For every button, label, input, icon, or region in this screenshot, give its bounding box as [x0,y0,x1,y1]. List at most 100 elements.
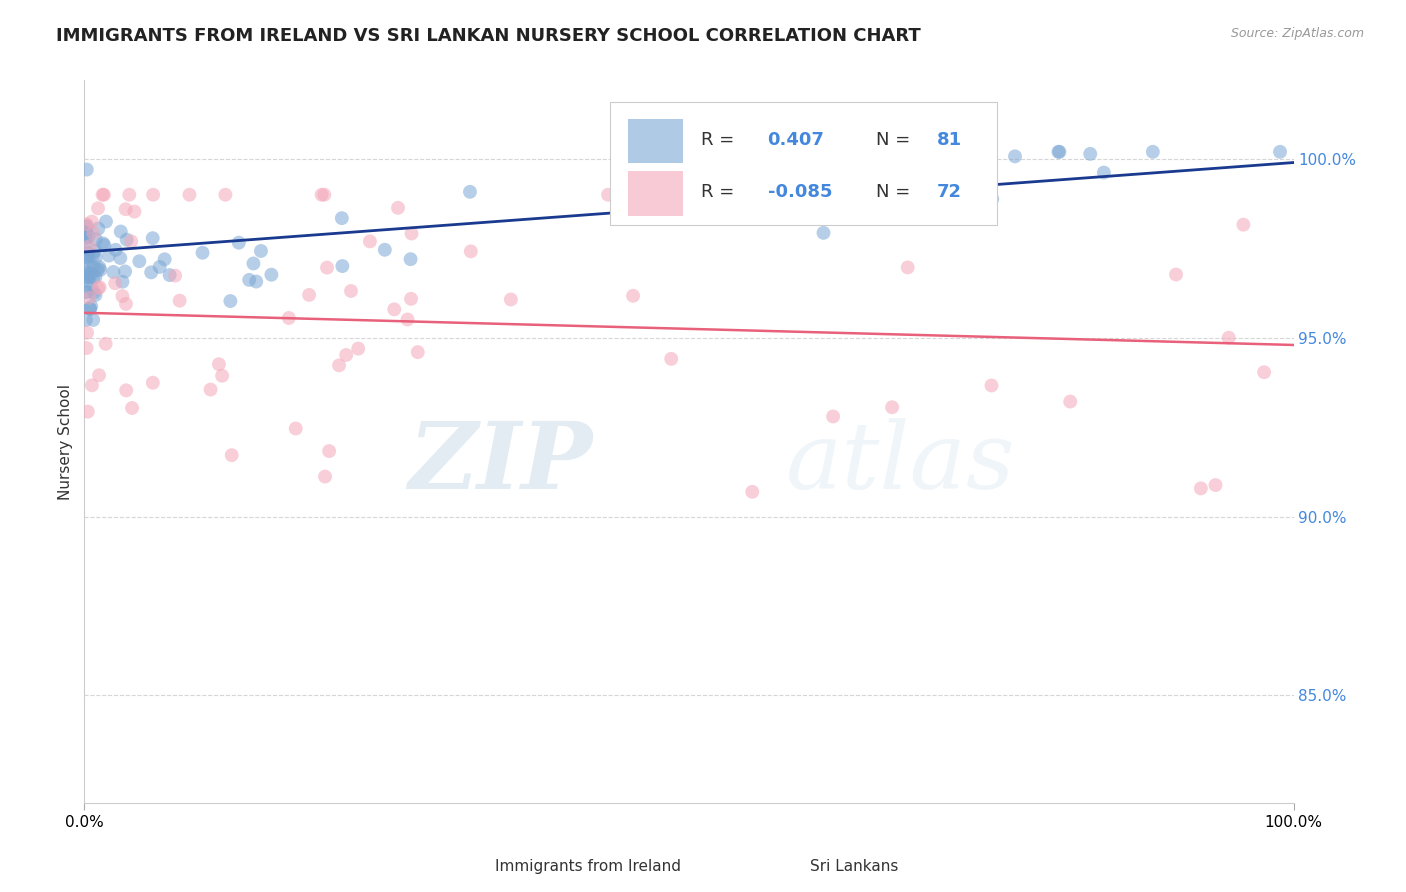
Point [330,211,353,226]
Point [77,274,100,288]
Point [75,270,97,285]
Point [84,288,107,302]
Point [179,187,201,202]
Point [499,293,522,307]
Point [124,204,146,219]
Point [1004,149,1026,163]
Point [86,263,108,277]
Point [980,378,1002,392]
Point [80,267,103,281]
Point [77,252,100,267]
Point [1049,145,1071,159]
Point [200,383,222,397]
Point [396,312,419,326]
Point [80,299,103,313]
Text: -0.085: -0.085 [768,183,832,202]
Point [76,250,98,264]
Point [813,226,835,240]
Point [228,235,250,250]
Point [76,162,98,177]
Point [250,244,273,258]
Point [115,384,138,398]
Point [75,313,97,327]
Point [1268,145,1291,159]
Point [87,281,110,295]
Point [115,297,138,311]
Text: Immigrants from Ireland: Immigrants from Ireland [495,859,682,874]
Point [330,259,353,273]
Point [214,187,236,202]
Point [75,226,97,240]
Point [82,313,104,327]
Point [84,270,107,285]
Point [79,301,101,316]
Point [79,301,101,316]
Point [260,268,283,282]
Point [89,280,111,294]
Point [93,238,115,252]
Point [76,285,98,300]
Point [110,225,132,239]
Point [318,444,340,458]
Point [359,235,381,249]
Point [314,187,336,202]
Text: 0.407: 0.407 [768,130,824,149]
FancyBboxPatch shape [628,119,683,163]
Point [311,187,333,202]
Text: ZIP: ZIP [408,418,592,508]
FancyBboxPatch shape [762,854,797,879]
Point [142,376,165,390]
Point [340,284,363,298]
Text: 81: 81 [936,130,962,149]
Point [79,291,101,305]
Point [118,187,141,202]
Point [104,277,127,291]
FancyBboxPatch shape [610,102,997,225]
Point [399,252,422,267]
Point [87,368,110,383]
Point [284,421,307,435]
Point [335,348,357,362]
Text: R =: R = [702,183,740,202]
Point [897,260,920,275]
Text: Sri Lankans: Sri Lankans [810,859,898,874]
Point [219,294,242,309]
Point [191,245,214,260]
Point [460,244,482,259]
Point [110,251,132,265]
Point [1092,165,1115,179]
Point [1253,365,1275,379]
Point [84,232,107,246]
Point [83,285,105,300]
Point [75,219,97,234]
Y-axis label: Nursery School: Nursery School [58,384,73,500]
Point [149,260,172,274]
Point [238,273,260,287]
Text: 72: 72 [936,183,962,202]
Point [621,289,644,303]
Text: IMMIGRANTS FROM IRELAND VS SRI LANKAN NURSERY SCHOOL CORRELATION CHART: IMMIGRANTS FROM IRELAND VS SRI LANKAN NU… [56,27,921,45]
Point [91,187,114,202]
Point [89,263,111,277]
Text: atlas: atlas [786,418,1015,508]
Point [242,256,264,270]
Point [387,201,409,215]
Point [153,252,176,267]
Point [598,187,620,202]
Point [169,293,191,308]
Point [981,192,1004,206]
FancyBboxPatch shape [628,171,683,216]
Point [159,268,181,282]
Point [1218,331,1240,345]
Point [84,251,107,265]
Point [245,275,267,289]
Point [382,302,405,317]
Point [120,235,142,249]
Point [328,359,350,373]
Point [93,187,115,202]
Point [80,378,103,392]
Point [741,484,763,499]
Point [75,231,97,245]
Point [94,336,117,351]
Point [75,235,97,250]
